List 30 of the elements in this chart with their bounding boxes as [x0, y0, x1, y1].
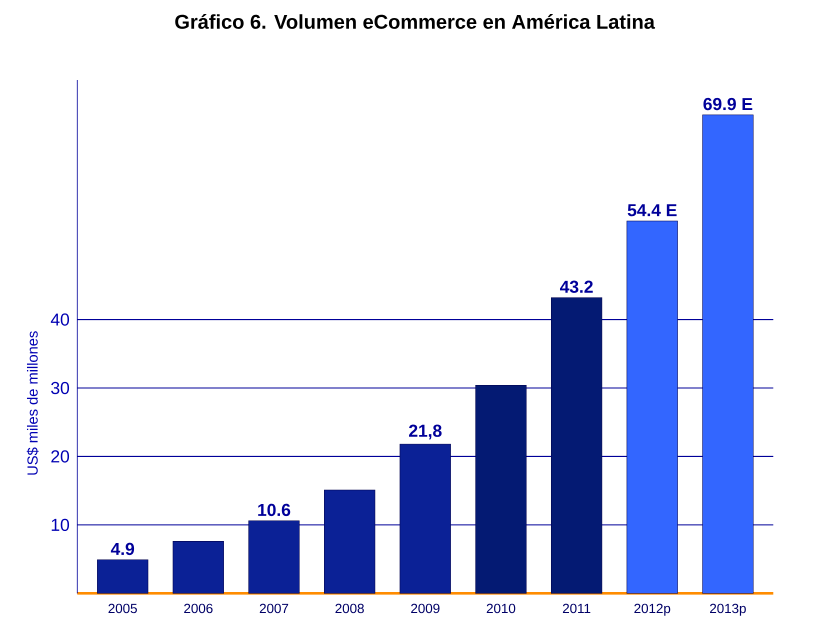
x-tick-label: 2010	[486, 604, 516, 614]
x-tick-label: 2006	[184, 604, 213, 614]
data-label: 21,8	[409, 424, 442, 440]
bar	[626, 220, 678, 594]
bar	[550, 297, 602, 594]
bar	[248, 520, 300, 594]
x-tick-label: 2012p	[634, 604, 670, 616]
data-label: 54.4 E	[628, 204, 677, 216]
y-tick-label: 40	[50, 313, 70, 326]
data-label: 43.2	[560, 280, 593, 293]
y-axis-title: US$ miles de millones	[26, 331, 39, 475]
chart-title: Gráfico 6. Volumen eCommerce en América Latina	[175, 14, 656, 29]
bar	[400, 444, 451, 594]
bar	[324, 490, 376, 594]
bar	[97, 560, 148, 594]
x-tick-label: 2011	[562, 604, 590, 614]
y-tick-label: 20	[51, 450, 70, 463]
data-label: 69.9 E	[703, 98, 752, 110]
data-label: 4.9	[110, 542, 134, 556]
x-tick-label: 2007	[260, 604, 288, 614]
bar	[702, 114, 754, 594]
bar	[172, 541, 224, 594]
y-tick-label: 30	[51, 382, 70, 394]
y-tick-label: 10	[52, 518, 70, 532]
data-label: 10.6	[258, 504, 290, 516]
x-tick-label: 2013p	[710, 604, 746, 616]
bar	[475, 384, 527, 594]
x-tick-label: 2008	[335, 604, 364, 614]
x-tick-label: 2009	[411, 604, 440, 614]
x-tick-label: 2005	[108, 604, 137, 614]
